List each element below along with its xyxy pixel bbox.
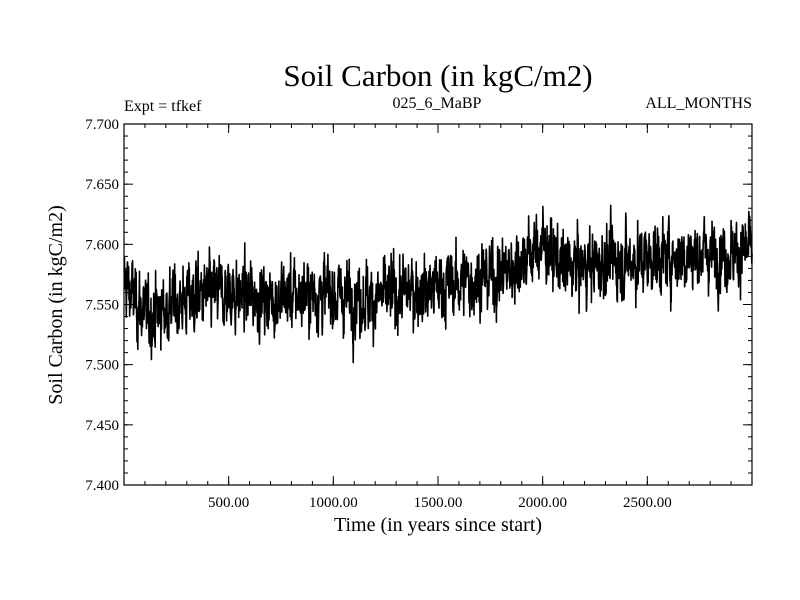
- y-tick-label: 7.550: [85, 298, 119, 314]
- plot-area: [123, 204, 753, 364]
- period-label: 025_6_MaBP: [393, 95, 482, 112]
- x-tick-label: 1500.00: [414, 495, 463, 511]
- y-tick-label: 7.500: [85, 358, 119, 374]
- y-tick-label: 7.400: [85, 478, 119, 494]
- axes: 7.400 7.450 7.500 7.550 7.600 7.650 7.700 500.0…: [85, 117, 752, 511]
- x-tick-label: 500.00: [208, 495, 249, 511]
- experiment-label: Expt = tfkef: [124, 98, 202, 115]
- y-tick-label: 7.600: [85, 237, 119, 253]
- y-tick-label: 7.650: [85, 177, 119, 193]
- x-tick-label: 2000.00: [518, 495, 567, 511]
- y-axis-label: Soil Carbon (in kgC/m2): [45, 205, 67, 404]
- series-line: [123, 204, 753, 364]
- months-label: ALL_MONTHS: [645, 95, 752, 112]
- y-tick-label: 7.700: [85, 117, 119, 133]
- chart-title: Soil Carbon (in kgC/m2): [283, 58, 592, 93]
- x-axis-label: Time (in years since start): [334, 514, 542, 536]
- y-tick-label: 7.450: [85, 418, 119, 434]
- x-tick-label: 2500.00: [623, 495, 672, 511]
- x-tick-label: 1000.00: [309, 495, 358, 511]
